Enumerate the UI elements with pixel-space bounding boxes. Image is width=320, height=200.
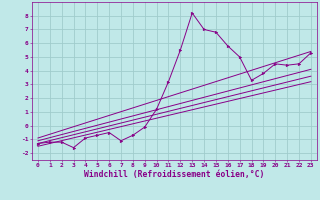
X-axis label: Windchill (Refroidissement éolien,°C): Windchill (Refroidissement éolien,°C) — [84, 170, 265, 179]
